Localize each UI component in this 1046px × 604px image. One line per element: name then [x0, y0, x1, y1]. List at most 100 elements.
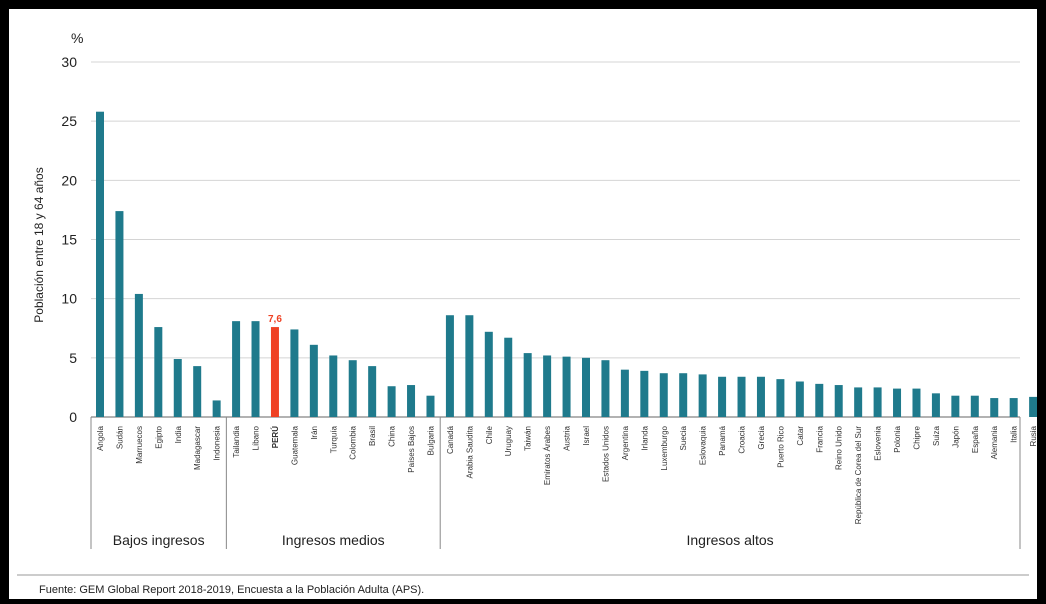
bar — [835, 385, 843, 417]
bars — [96, 112, 1037, 417]
bar — [699, 374, 707, 417]
bar — [465, 315, 473, 417]
category-labels: Angola Sudán Marruecos Egipto India Madagasca… — [96, 425, 1037, 524]
chart-frame: % Población entre 18 y 64 años 0 5 10 15 20 2… — [9, 9, 1037, 599]
category-label: Rusia — [1029, 425, 1037, 446]
bar — [368, 366, 376, 417]
category-label: Egipto — [154, 425, 163, 448]
bar — [893, 389, 901, 417]
bar — [738, 377, 746, 417]
y-tick-label: 5 — [69, 350, 77, 366]
bar — [310, 345, 318, 417]
category-label: Panamá — [718, 425, 727, 455]
category-label: Bulgaria — [426, 425, 435, 455]
category-label: Puerto Rico — [776, 425, 785, 467]
bar-chart: % Población entre 18 y 64 años 0 5 10 15 20 2… — [9, 9, 1037, 599]
category-label: Francia — [815, 425, 824, 452]
bar — [349, 360, 357, 417]
category-label: Emiratos Árabes — [543, 426, 552, 485]
bar — [874, 387, 882, 417]
category-label: Polonia — [893, 425, 902, 452]
bar — [252, 321, 260, 417]
source-note: Fuente: GEM Global Report 2018-2019, Enc… — [39, 584, 424, 596]
bar — [388, 386, 396, 417]
category-label: Tailandia — [232, 425, 241, 457]
bar — [757, 377, 765, 417]
bar — [971, 396, 979, 417]
y-tick-label: 20 — [61, 172, 77, 188]
y-tick-label: 30 — [61, 54, 77, 70]
category-label: Chipre — [912, 425, 921, 449]
category-label: Turquía — [329, 425, 338, 453]
bar — [601, 360, 609, 417]
category-label: Irlanda — [640, 425, 649, 450]
category-label: Sudán — [115, 426, 124, 449]
category-label: Suiza — [932, 425, 941, 446]
bar — [213, 400, 221, 417]
bar — [543, 355, 551, 417]
category-label: Marruecos — [135, 426, 144, 464]
category-label: Luxemburgo — [660, 425, 669, 470]
y-ticks: 0 5 10 15 20 25 30 — [61, 54, 77, 425]
bar — [135, 294, 143, 417]
category-label: Croacia — [738, 425, 747, 453]
category-label: Madagascar — [193, 426, 202, 470]
category-label: Suecia — [679, 425, 688, 450]
category-label: República de Corea del Sur — [854, 426, 863, 525]
y-unit-label: % — [71, 30, 83, 46]
y-axis-label: Población entre 18 y 64 años — [32, 167, 46, 322]
bar — [640, 371, 648, 417]
y-tick-label: 25 — [61, 113, 77, 129]
bar — [815, 384, 823, 417]
category-label: Alemania — [990, 425, 999, 459]
category-label: Guatemala — [290, 425, 299, 465]
category-label: China — [388, 425, 397, 446]
category-label: Taiwán — [524, 426, 533, 451]
category-label: Israel — [582, 426, 591, 446]
bar — [563, 357, 571, 417]
category-label: Brasil — [368, 426, 377, 446]
bar — [776, 379, 784, 417]
bar — [426, 396, 434, 417]
category-label: Países Bajos — [407, 426, 416, 473]
bar — [504, 338, 512, 417]
bar — [1029, 397, 1037, 417]
bar — [271, 327, 279, 417]
category-label: India — [174, 425, 183, 443]
category-label: Austria — [563, 425, 572, 450]
category-label: PERÚ — [271, 426, 280, 448]
bar — [660, 373, 668, 417]
bar — [174, 359, 182, 417]
bar — [485, 332, 493, 417]
gridlines — [91, 62, 1020, 417]
bar — [96, 112, 104, 417]
bar — [329, 355, 337, 417]
category-label: Italia — [1010, 425, 1019, 442]
category-label: Irán — [310, 426, 319, 440]
y-tick-label: 10 — [61, 291, 77, 307]
bar — [524, 353, 532, 417]
category-label: Arabia Saudita — [465, 425, 474, 478]
bar — [621, 370, 629, 417]
y-tick-label: 15 — [61, 232, 77, 248]
category-label: Líbano — [252, 425, 261, 450]
category-label: Angola — [96, 425, 105, 450]
bar — [718, 377, 726, 417]
bar — [951, 396, 959, 417]
bar — [115, 211, 123, 417]
bar — [854, 387, 862, 417]
category-label: Estados Unidos — [601, 426, 610, 482]
group-label: Bajos ingresos — [113, 532, 205, 548]
bar — [154, 327, 162, 417]
category-label: Catar — [796, 426, 805, 446]
bar — [932, 393, 940, 417]
group-label: Ingresos altos — [687, 532, 774, 548]
highlight-value-label: 7,6 — [268, 314, 282, 325]
bar — [407, 385, 415, 417]
bar — [796, 382, 804, 418]
category-label: Argentina — [621, 425, 630, 460]
bar — [582, 358, 590, 417]
bar — [1010, 398, 1018, 417]
category-label: Canadá — [446, 425, 455, 454]
category-label: España — [971, 425, 980, 453]
